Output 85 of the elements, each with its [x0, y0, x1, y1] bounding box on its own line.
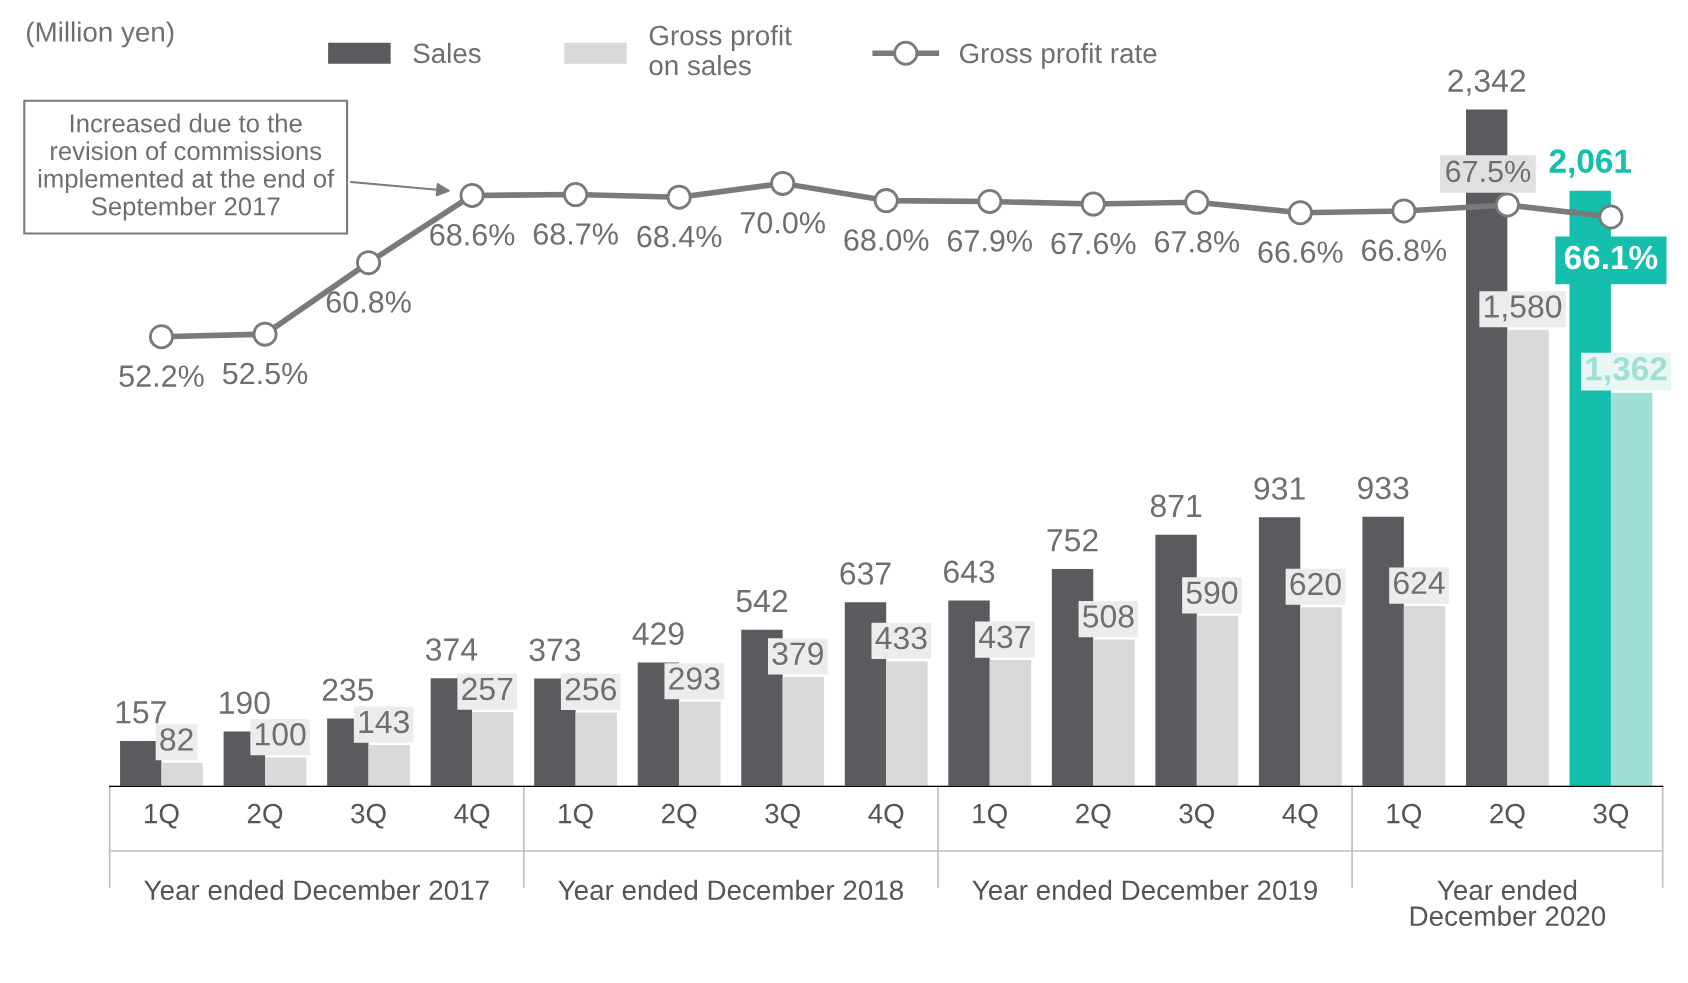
data-label: 52.5% [222, 362, 308, 385]
point [148, 324, 174, 350]
text: Year ended December 2020 [1410, 879, 1606, 926]
x-tick-label: 1Q [973, 803, 1007, 829]
text: Year ended December 2019 [972, 879, 1317, 901]
x-tick-label: 4Q [454, 803, 490, 829]
x-tick-label: 4Q [1282, 803, 1318, 829]
point [770, 170, 796, 196]
data-label: 379 [772, 642, 823, 665]
x-tick-label: 1Q [1387, 803, 1422, 829]
point [977, 188, 1003, 214]
data-label: 67.5% [1446, 160, 1531, 183]
data-label: 374 [425, 638, 478, 661]
data-label: 256 [565, 677, 617, 701]
data-label: 157 [116, 701, 166, 724]
point [873, 188, 899, 214]
x-tick-label: 3Q [1593, 803, 1629, 829]
x-tick-label: 1Q [559, 803, 593, 829]
data-label: 52.2% [119, 365, 204, 387]
data-label: 60.8% [326, 291, 411, 313]
point [666, 184, 692, 210]
x-tick-label: 3Q [351, 803, 386, 829]
data-label: 752 [1047, 528, 1098, 552]
data-label: 257 [462, 677, 513, 701]
x-tick-label: 2Q [662, 803, 697, 829]
point [252, 321, 278, 347]
legend-label: Sales [413, 42, 481, 64]
data-label: 293 [669, 667, 720, 690]
data-label: 67.8% [1155, 230, 1240, 253]
x-tick-label: 3Q [1179, 803, 1214, 829]
x-tick-label: 4Q [868, 803, 904, 829]
data-label: 100 [255, 723, 306, 746]
text: Year ended December 2018 [558, 879, 903, 901]
data-label: 70.0% [740, 211, 825, 234]
data-label: 66.8% [1362, 239, 1447, 262]
data-label: 67.9% [947, 230, 1032, 252]
data-label: 433 [875, 626, 927, 650]
data-label: 620 [1290, 572, 1341, 596]
point [1080, 191, 1106, 217]
data-label: 2,342 [1448, 69, 1526, 96]
point [1598, 204, 1624, 230]
data-label: 68.0% [844, 229, 929, 251]
point [1184, 189, 1210, 215]
x-tick-label: 2Q [1076, 803, 1111, 829]
data-label: 190 [220, 691, 270, 715]
data-label: 143 [359, 710, 409, 734]
point [1287, 200, 1313, 226]
data-label: 542 [736, 589, 788, 613]
data-label: 68.4% [637, 225, 722, 248]
data-label: 82 [160, 728, 193, 751]
text: Year ended December 2017 [144, 879, 489, 901]
annotation: Increased due to the revision of commissions implemented at the end of September 2017 [38, 113, 335, 221]
bar [120, 741, 162, 787]
data-label: 933 [1358, 476, 1409, 500]
data-label: 66.6% [1258, 241, 1343, 263]
data-label: 235 [322, 678, 374, 702]
point [1494, 192, 1520, 218]
data-label: 1,580 [1485, 295, 1562, 322]
data-label: 637 [840, 562, 891, 585]
text: (Million yen) [27, 21, 174, 48]
point [563, 182, 589, 208]
data-label: 68.7% [533, 223, 618, 245]
data-label: 2,061 [1549, 149, 1631, 178]
data-label: 429 [632, 622, 684, 645]
x-tick-label: 1Q [145, 803, 179, 829]
point [459, 182, 485, 208]
point [356, 250, 382, 276]
data-label: 590 [1186, 581, 1238, 604]
data-label: 508 [1083, 605, 1134, 628]
data-label: 373 [529, 638, 581, 662]
data-label: 1,362 [1586, 356, 1667, 386]
x-tick-label: 2Q [1490, 803, 1525, 829]
data-label: 624 [1393, 571, 1445, 595]
data-label: 437 [978, 625, 1030, 649]
data-label: 67.6% [1051, 232, 1136, 255]
legend-label: Gross profit rate [959, 42, 1157, 69]
data-label: 68.6% [430, 224, 515, 246]
x-tick-label: 2Q [247, 803, 283, 829]
data-label: 66.1% [1564, 245, 1658, 270]
point [1391, 198, 1417, 224]
x-tick-label: 3Q [765, 803, 800, 829]
data-label: 871 [1150, 494, 1202, 518]
data-label: 643 [944, 560, 995, 584]
legend-label: Gross profit on sales [649, 25, 792, 76]
data-label: 931 [1254, 477, 1305, 500]
